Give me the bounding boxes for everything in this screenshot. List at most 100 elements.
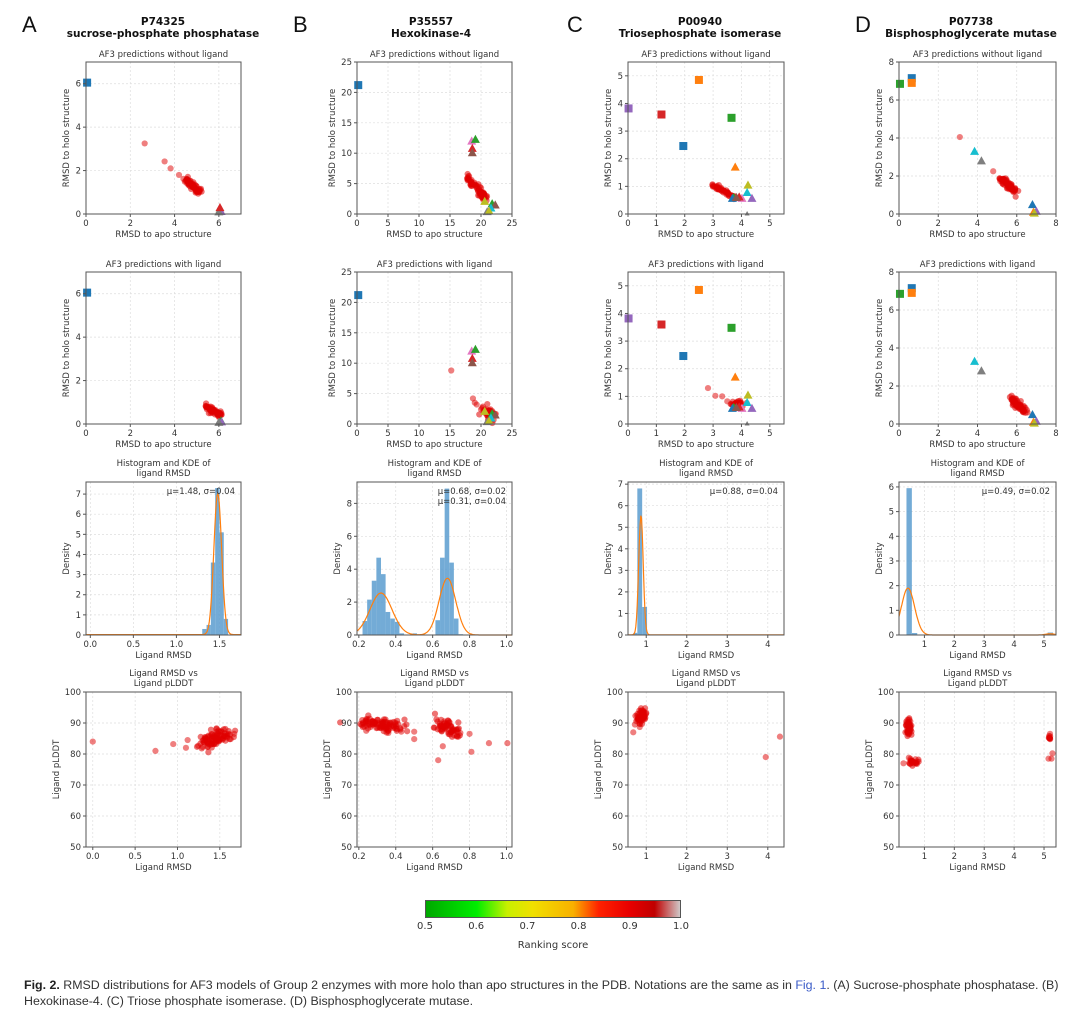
- x-tick-label: 4: [172, 429, 177, 439]
- histogram-bar: [206, 624, 211, 635]
- uniprot-id: P07738: [948, 16, 994, 28]
- enzyme-name: Triosephosphate isomerase: [618, 28, 782, 40]
- data-point: [1006, 186, 1013, 193]
- y-axis-label: Ligand pLDDT: [52, 739, 62, 799]
- histogram-bar: [453, 618, 459, 635]
- y-tick-label: 90: [612, 719, 623, 729]
- data-point: [485, 740, 493, 747]
- data-point: [468, 748, 475, 755]
- chart-title: AF3 predictions without ligand: [641, 50, 770, 60]
- x-tick-label: 0: [83, 219, 88, 229]
- data-point: [227, 731, 234, 738]
- x-tick-label: 2: [684, 852, 689, 862]
- kde-curve: [628, 515, 784, 636]
- histogram-bar: [633, 632, 638, 635]
- chart-title: AF3 predictions without ligand: [370, 50, 499, 60]
- y-tick-label: 70: [70, 781, 81, 791]
- triangle-marker: [1027, 410, 1037, 419]
- chart-title: AF3 predictions without ligand: [913, 50, 1042, 60]
- y-axis-label: Ligand pLDDT: [323, 739, 333, 799]
- x-axis-label: Ligand RMSD: [949, 863, 1006, 873]
- chart-title: Ligand pLDDT: [405, 679, 465, 689]
- x-axis-label: Ligand RMSD: [949, 651, 1006, 661]
- square-marker: [694, 285, 703, 294]
- x-axis-label: Ligand RMSD: [135, 863, 192, 873]
- enzyme-name: sucrose-phosphate phosphatase: [66, 28, 260, 40]
- data-point: [213, 725, 220, 733]
- histogram-bar: [911, 633, 918, 635]
- y-axis-label: Density: [62, 542, 72, 574]
- y-tick-label: 1: [618, 392, 623, 402]
- triangle-marker: [467, 143, 477, 152]
- data-point: [167, 165, 174, 172]
- data-point: [466, 730, 473, 737]
- y-tick-label: 15: [341, 329, 352, 339]
- square-marker: [83, 288, 92, 297]
- histogram-bar: [444, 488, 450, 635]
- chart-title: AF3 predictions with ligand: [377, 260, 492, 270]
- triangle-marker: [484, 416, 494, 425]
- histogram-bar: [642, 606, 648, 635]
- data-point: [374, 724, 381, 731]
- plot-frame: [627, 691, 785, 848]
- triangle-marker: [730, 162, 740, 171]
- square-marker: [657, 320, 666, 329]
- triangle-marker: [742, 397, 752, 407]
- chart-title: Histogram and KDE of: [117, 459, 212, 469]
- data-point: [712, 392, 719, 399]
- data-point: [205, 749, 212, 756]
- histogram-bar: [637, 488, 643, 635]
- x-tick-label: 4: [739, 219, 744, 229]
- y-tick-label: 4: [618, 99, 623, 109]
- x-tick-label: 1: [922, 852, 927, 862]
- x-tick-label: 0.2: [352, 640, 366, 650]
- y-tick-label: 0: [618, 420, 623, 430]
- histogram-bar: [440, 557, 445, 635]
- triangle-marker: [215, 202, 225, 212]
- x-tick-label: 4: [975, 219, 980, 229]
- data-point: [704, 384, 712, 392]
- x-tick-label: 15: [445, 219, 456, 229]
- panel-title-a: P74325 sucrose-phosphate phosphatase: [43, 16, 283, 40]
- panel-title-d: P07738 Bisphosphoglycerate mutase: [851, 16, 1080, 40]
- histogram-bar: [202, 628, 207, 635]
- x-tick-label: 20: [476, 219, 487, 229]
- caption-fig1-link[interactable]: Fig. 1: [795, 978, 827, 992]
- triangle-marker: [480, 406, 490, 415]
- y-axis-label: RMSD to holo structure: [875, 299, 885, 398]
- triangle-marker: [976, 156, 986, 165]
- x-axis-label: Ligand RMSD: [135, 651, 192, 661]
- panel-letter-a: A: [22, 12, 37, 37]
- chart-title: ligand RMSD: [951, 469, 1005, 479]
- triangle-marker: [484, 206, 494, 215]
- x-tick-label: 0: [625, 219, 630, 229]
- y-axis-label: RMSD to holo structure: [328, 89, 338, 188]
- y-tick-label: 2: [889, 382, 894, 392]
- y-tick-label: 5: [889, 508, 894, 518]
- x-tick-label: 2: [952, 852, 957, 862]
- y-tick-label: 4: [889, 344, 894, 354]
- x-tick-label: 10: [414, 429, 425, 439]
- data-point: [904, 728, 911, 735]
- y-tick-label: 2: [618, 155, 623, 165]
- x-tick-label: 1: [644, 640, 649, 650]
- y-tick-label: 60: [883, 812, 894, 822]
- data-point: [195, 742, 202, 749]
- chart-title: Histogram and KDE of: [388, 459, 483, 469]
- uniprot-id: P00940: [677, 16, 723, 28]
- x-tick-label: 1.5: [213, 640, 227, 650]
- x-tick-label: 1.0: [171, 852, 185, 862]
- triangle-marker: [490, 410, 500, 419]
- x-tick-label: 1: [644, 852, 649, 862]
- triangle-marker: [1029, 418, 1039, 427]
- y-tick-label: 2: [76, 377, 81, 387]
- y-tick-label: 60: [612, 812, 623, 822]
- x-axis-label: RMSD to apo structure: [115, 230, 211, 240]
- data-point: [393, 727, 400, 734]
- y-tick-label: 10: [341, 359, 352, 369]
- y-tick-label: 2: [76, 591, 81, 601]
- histogram-bar: [449, 562, 454, 635]
- figure-caption: Fig. 2. RMSD distributions for AF3 model…: [24, 977, 1064, 1009]
- stats-annotation: μ=0.49, σ=0.02: [982, 487, 1050, 497]
- y-tick-label: 80: [70, 750, 81, 760]
